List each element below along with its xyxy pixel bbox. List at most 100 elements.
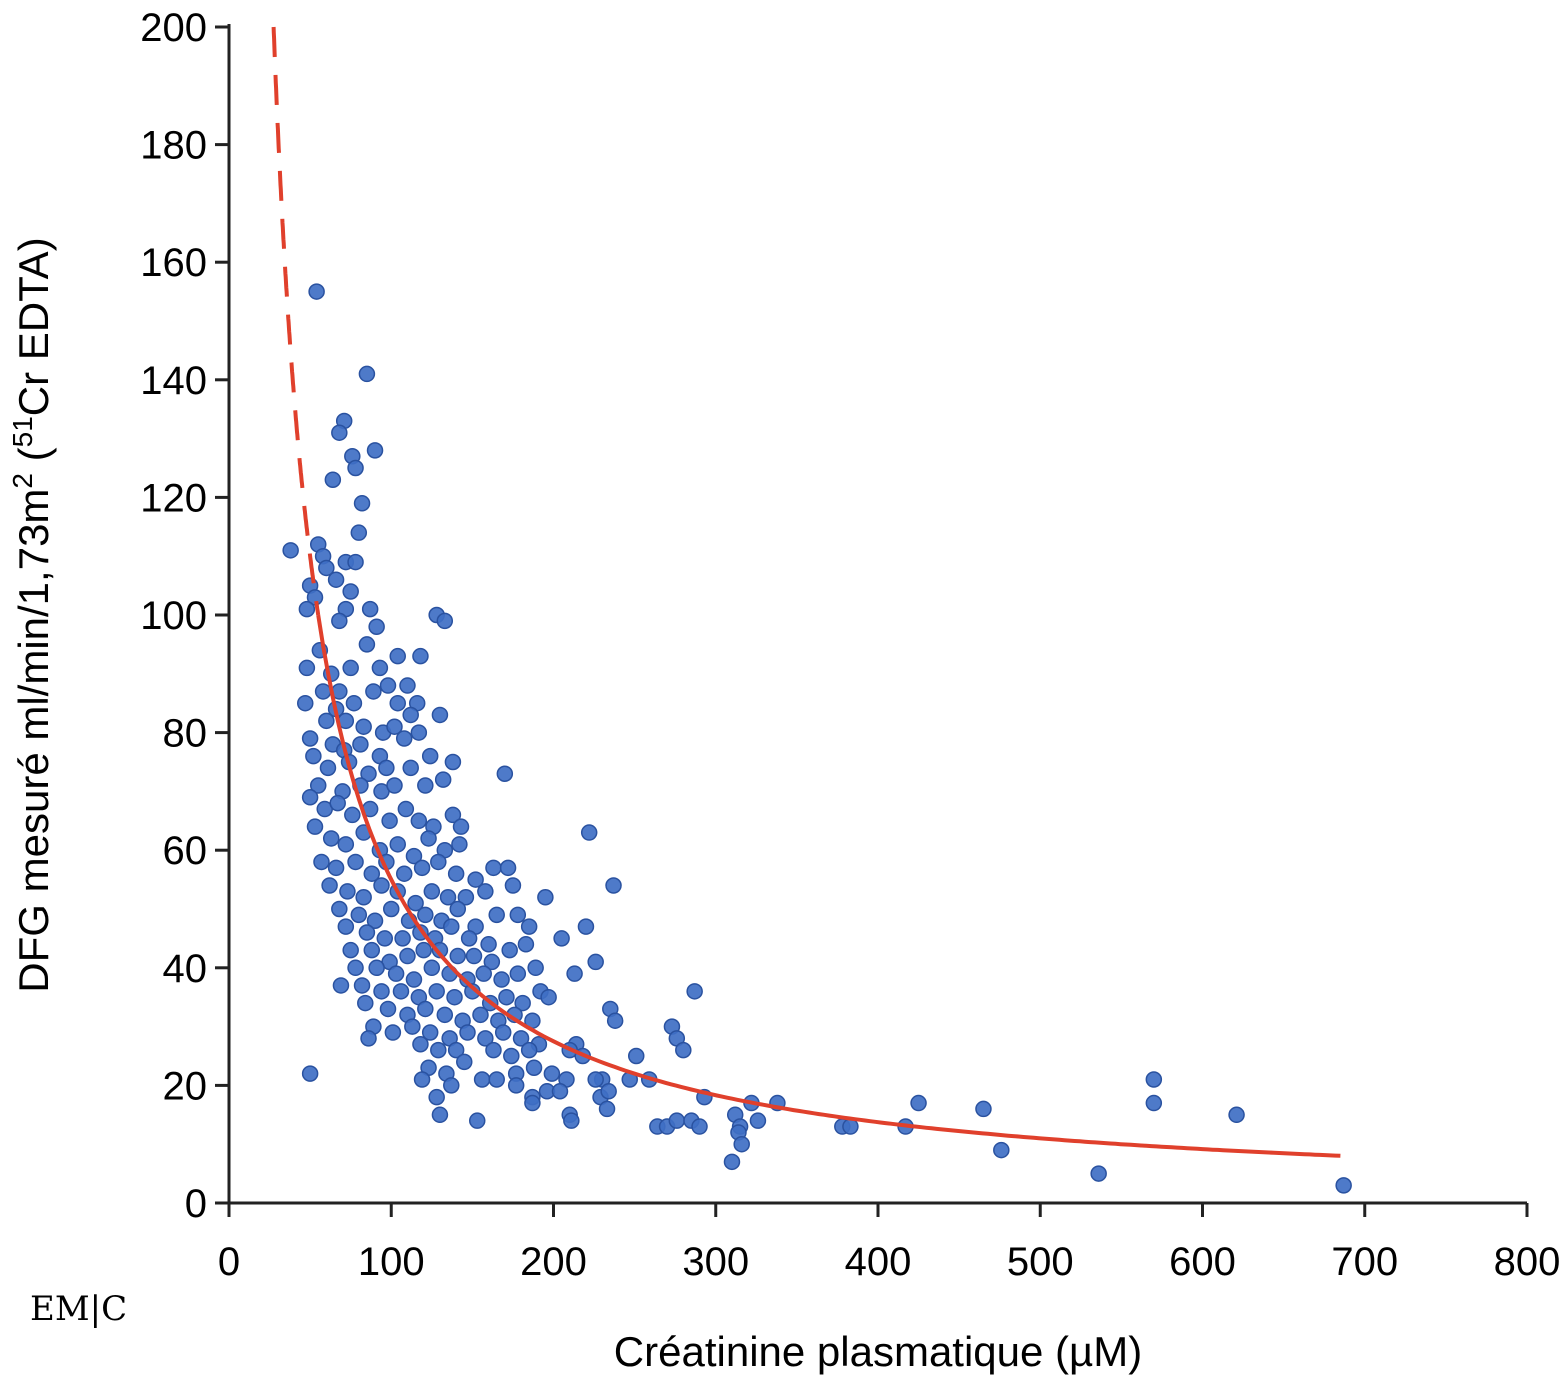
data-point (324, 471, 342, 489)
publisher-logo: EM|C (30, 1289, 127, 1329)
data-point (431, 1106, 449, 1124)
data-point (580, 824, 598, 841)
data-point (485, 859, 502, 877)
x-tick-label: 800 (1494, 1240, 1561, 1284)
x-axis-label: Créatinine plasmatique (µM) (614, 1328, 1142, 1375)
data-point (368, 959, 385, 977)
data-point (347, 459, 364, 477)
data-point (563, 1112, 580, 1129)
data-point (318, 559, 335, 577)
x-tick-label: 700 (1331, 1240, 1398, 1284)
data-point (587, 953, 604, 971)
data-point (517, 936, 535, 953)
data-point (301, 789, 319, 806)
data-point (488, 1071, 505, 1088)
data-point (342, 659, 359, 677)
data-point (1145, 1094, 1163, 1112)
data-point (313, 853, 330, 871)
data-point (355, 718, 372, 735)
data-point (566, 965, 583, 982)
data-point (404, 1018, 421, 1035)
data-point (386, 718, 403, 735)
data-point (483, 953, 501, 971)
data-point (447, 1041, 465, 1059)
data-point (412, 647, 429, 665)
data-point (365, 683, 382, 700)
data-point (402, 706, 419, 724)
data-point (501, 941, 518, 959)
data-point (605, 877, 622, 894)
data-point (975, 1100, 992, 1118)
data-point (402, 759, 419, 777)
data-point (423, 883, 441, 900)
data-point (423, 959, 441, 977)
data-point (407, 894, 424, 912)
data-point (413, 859, 431, 877)
data-point (668, 1112, 686, 1129)
x-ticks: 0 100 200 300 400 500 600 700 800 (218, 1203, 1561, 1284)
data-point (1090, 1165, 1107, 1182)
data-point (452, 818, 470, 835)
data-point (749, 1112, 767, 1129)
data-point (399, 677, 416, 694)
data-point (428, 983, 445, 1000)
data-point (347, 959, 364, 977)
fit-curve (271, 26, 1341, 1158)
data-point (331, 612, 348, 630)
data-point (496, 765, 514, 783)
data-point (305, 747, 322, 765)
data-point (520, 918, 538, 935)
data-point (306, 818, 324, 835)
data-point (353, 977, 371, 994)
data-point (475, 965, 492, 982)
data-point (467, 871, 484, 888)
data-point (353, 495, 371, 512)
x-tick-label: 0 (218, 1240, 240, 1284)
x-tick-label: 500 (1007, 1240, 1074, 1284)
axes (227, 24, 1527, 1205)
data-point (525, 1059, 543, 1077)
data-point (360, 1030, 377, 1047)
data-point (358, 636, 376, 653)
data-point (389, 836, 406, 853)
data-point (339, 883, 356, 900)
data-point (494, 1024, 512, 1041)
data-point (421, 747, 439, 765)
data-points (282, 283, 1352, 1194)
data-point (358, 924, 376, 941)
data-point (405, 971, 423, 988)
data-point (443, 1077, 460, 1094)
data-point (507, 1077, 525, 1094)
data-point (389, 647, 406, 665)
data-point (460, 930, 478, 947)
y-axis-label-sup1: 2 (7, 473, 38, 489)
data-point (347, 853, 364, 871)
data-point (413, 1071, 431, 1088)
data-point (443, 918, 460, 935)
data-point (417, 906, 434, 924)
data-point (397, 800, 415, 818)
data-point (350, 524, 368, 541)
data-point (327, 571, 345, 588)
data-point (468, 1112, 486, 1129)
data-point (428, 1088, 445, 1106)
data-point (327, 859, 345, 877)
data-point (910, 1094, 927, 1112)
data-point (473, 1071, 491, 1088)
data-point (379, 677, 397, 694)
data-point (520, 1041, 538, 1059)
data-point (381, 812, 398, 830)
data-point (358, 365, 376, 383)
data-point (451, 836, 468, 853)
data-point (352, 736, 369, 753)
data-point (537, 888, 554, 906)
y-tick-label: 160 (140, 241, 207, 285)
data-point (394, 930, 411, 947)
data-point (363, 865, 381, 882)
data-point (410, 724, 428, 741)
data-point (543, 1065, 561, 1082)
data-point (499, 859, 517, 877)
data-point (379, 1000, 397, 1018)
data-point (503, 1047, 520, 1065)
